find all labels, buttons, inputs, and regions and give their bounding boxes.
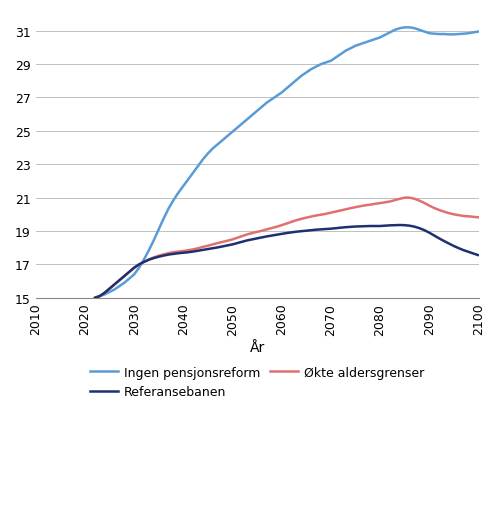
X-axis label: År: År (250, 340, 264, 355)
Legend: Ingen pensjonsreform, Referansebanen, Økte aldersgrenser: Ingen pensjonsreform, Referansebanen, Øk… (85, 361, 429, 403)
